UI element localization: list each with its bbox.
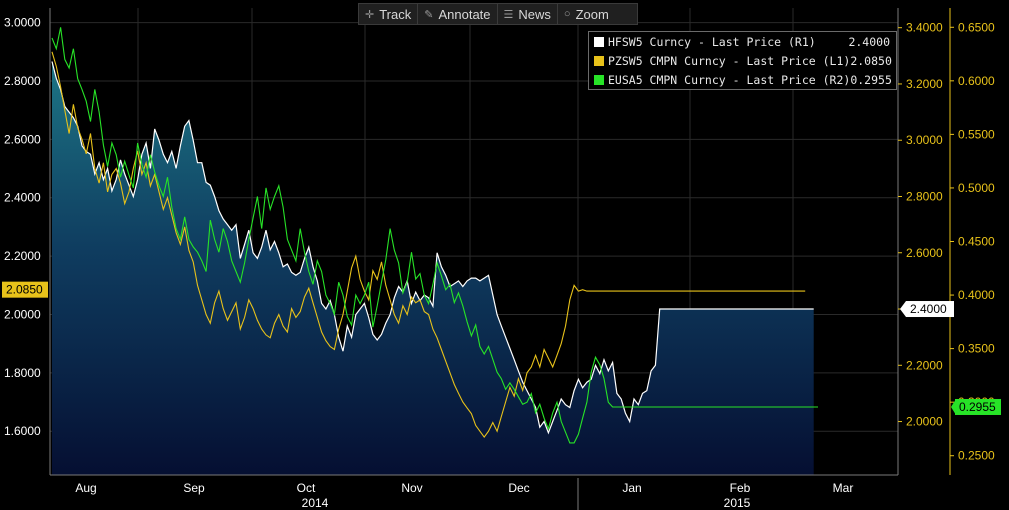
r1-tick-label: 2.2000 [906,358,943,372]
left-last-value-tag-label: 2.0850 [6,283,43,297]
left-tick-label: 2.6000 [4,132,41,146]
crosshair-icon: ✛ [365,8,375,21]
legend-swatch [594,56,604,66]
r1-last-value-tag-bg [906,301,954,318]
r1-last-value-tag-label: 2.4000 [910,302,947,316]
track-button[interactable]: ✛ Track [359,4,419,24]
left-tick-label: 1.8000 [4,366,41,380]
legend-entry-pzsw5[interactable]: PZSW5 CMPN Curncy - Last Price (L1) 2.08… [589,52,896,70]
annotate-button[interactable]: ✎ Annotate [418,4,498,24]
r2-last-value-tag-bg [955,398,1001,415]
r2-tick-label: 0.5500 [958,127,995,141]
last-value-tags: 2.0850 2.4000 0.2955 [2,281,1001,415]
left-tick-label: 2.8000 [4,74,41,88]
left-tick-label: 2.4000 [4,191,41,205]
news-label: News [518,6,551,22]
news-button[interactable]: ☰ News [498,4,558,24]
x-tick-label: Feb [730,481,751,495]
x-tick-label: Oct [297,481,316,495]
r2-tick-label: 0.2500 [958,449,995,463]
legend-swatch [594,37,604,47]
legend-series-value: 2.0850 [850,54,892,68]
left-last-value-tag-bg [2,281,48,298]
hfsw5-area [52,61,814,475]
legend-entry-hfsw5[interactable]: HFSW5 Curncy - Last Price (R1) 2.4000 [589,33,896,51]
r1-tick-label: 2.6000 [906,246,943,260]
r1-tick-label: 3.2000 [906,77,943,91]
r2-tick-label: 0.4000 [958,288,995,302]
r2-tag-pointer [951,398,956,415]
legend-series-name: EUSA5 CMPN Curncy - Last Price (R2) [608,73,851,87]
r1-tick-label: 2.8000 [906,189,943,203]
pzsw5-line [51,51,806,439]
chart-legend: HFSW5 Curncy - Last Price (R1) 2.4000 PZ… [588,31,897,90]
r1-tick-label: 2.0000 [906,415,943,429]
legend-series-value: 2.4000 [848,35,890,49]
r2-tick-label: 0.5000 [958,181,995,195]
magnifier-icon: ○ [563,8,571,20]
x-tick-label: Jan [622,481,641,495]
news-icon: ☰ [503,8,514,21]
r2-tick-label: 0.4500 [958,235,995,249]
r2-tick-label: 0.6500 [958,20,995,34]
r1-tick-label: 3.0000 [906,133,943,147]
r1-tag-pointer [900,301,906,318]
pencil-icon: ✎ [424,8,434,21]
left-tick-label: 3.0000 [4,16,41,30]
hfsw5-line [51,61,814,435]
r2-tick-label: 0.3500 [958,342,995,356]
annotate-label: Annotate [438,6,491,22]
track-label: Track [379,6,412,22]
eusa5-line [51,27,818,444]
x-tick-label: Aug [75,481,96,495]
legend-series-name: HFSW5 Curncy - Last Price (R1) [608,35,816,49]
legend-entry-eusa5[interactable]: EUSA5 CMPN Curncy - Last Price (R2) 0.29… [589,71,896,89]
r1-tick-label: 3.4000 [906,21,943,35]
r2-tick-label: 0.6000 [958,74,995,88]
r2-last-value-tag-label: 0.2955 [959,400,996,414]
axes: 3.0000 2.8000 2.6000 2.4000 2.2000 2.0000 1.80… [4,8,995,510]
x-tick-label: Sep [183,481,205,495]
legend-swatch [594,75,604,85]
x-tick-label: Mar [833,481,854,495]
x-tick-label: Nov [401,481,422,495]
legend-series-name: PZSW5 CMPN Curncy - Last Price (L1) [608,54,851,68]
chart-toolbar: ✛ Track ✎ Annotate ☰ News ○ Zoom [358,3,638,25]
zoom-button[interactable]: ○ Zoom [558,4,615,24]
left-tick-label: 2.0000 [4,307,41,321]
zoom-label: Zoom [575,6,609,22]
year-label: 2014 [302,496,329,510]
left-tick-label: 2.2000 [4,249,41,263]
x-tick-label: Dec [508,481,529,495]
legend-series-value: 0.2955 [850,73,892,87]
year-label: 2015 [724,496,751,510]
left-tick-label: 1.6000 [4,424,41,438]
